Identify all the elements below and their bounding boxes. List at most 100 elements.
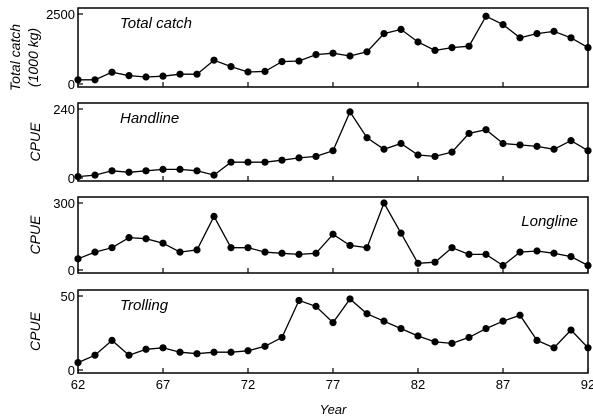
- data-point: [431, 338, 439, 346]
- data-point: [91, 351, 99, 359]
- data-point: [499, 21, 507, 29]
- data-point: [142, 345, 150, 353]
- data-point: [210, 212, 218, 220]
- data-point: [227, 63, 235, 71]
- panel-4: 0 50 CPUE Trolling: [27, 289, 592, 378]
- data-point: [516, 34, 524, 42]
- data-point: [414, 259, 422, 267]
- x-axis: 62 67 72 77 82 87 92: [71, 377, 593, 392]
- y-tick-label: 50: [61, 289, 75, 304]
- data-point: [346, 108, 354, 116]
- data-point: [448, 148, 456, 156]
- data-point: [125, 351, 133, 359]
- data-point: [346, 241, 354, 250]
- data-point: [193, 70, 201, 78]
- data-point: [363, 310, 371, 318]
- data-point: [91, 248, 99, 256]
- data-point: [533, 29, 541, 38]
- data-point: [584, 261, 592, 270]
- x-tick-label: 72: [241, 377, 255, 392]
- data-point: [431, 46, 439, 55]
- data-point: [329, 319, 337, 327]
- data-point: [482, 324, 490, 333]
- data-point: [295, 154, 303, 162]
- y-tick-label: 300: [53, 196, 75, 211]
- data-point: [584, 344, 592, 352]
- data-point: [397, 25, 405, 33]
- data-point: [550, 344, 558, 352]
- x-tick-label: 67: [156, 377, 170, 392]
- data-point: [244, 244, 252, 252]
- data-point: [125, 72, 133, 80]
- data-point: [584, 44, 592, 52]
- data-point: [567, 326, 575, 334]
- y-tick-label: 0: [68, 363, 75, 378]
- data-point: [482, 12, 490, 20]
- data-point: [193, 167, 201, 175]
- data-point: [499, 139, 507, 148]
- data-point: [380, 199, 388, 207]
- data-point: [516, 311, 524, 319]
- data-point: [346, 52, 354, 60]
- panel-3: 0 300 CPUE Longline: [27, 196, 592, 278]
- x-tick-label: 87: [496, 377, 510, 392]
- data-point: [482, 126, 490, 134]
- data-point: [516, 248, 524, 256]
- data-point: [499, 317, 507, 325]
- data-point: [465, 42, 473, 50]
- data-point: [193, 246, 201, 254]
- data-point: [584, 147, 592, 155]
- data-point: [550, 145, 558, 153]
- data-point: [550, 249, 558, 257]
- data-point: [91, 171, 99, 179]
- data-point: [244, 158, 252, 166]
- y-tick-label: 2500: [46, 7, 75, 22]
- data-point: [329, 230, 337, 238]
- data-point: [74, 359, 82, 367]
- data-point: [261, 67, 269, 75]
- data-point: [142, 235, 150, 243]
- x-axis-label: Year: [320, 402, 347, 417]
- data-point: [312, 302, 320, 310]
- data-point: [74, 255, 82, 263]
- data-point: [261, 342, 269, 350]
- data-point: [312, 249, 320, 257]
- data-point: [363, 134, 371, 142]
- data-point: [414, 38, 422, 46]
- data-point: [516, 141, 524, 149]
- y-tick-label: 240: [53, 102, 75, 117]
- data-point: [380, 145, 388, 153]
- data-point: [261, 158, 269, 166]
- x-tick-label: 82: [411, 377, 425, 392]
- data-point: [431, 258, 439, 266]
- data-point: [108, 68, 116, 76]
- y-axis-label: Total catch: [7, 24, 23, 91]
- x-tick-label: 62: [71, 377, 85, 392]
- y-tick-label: 0: [68, 263, 75, 278]
- data-point: [567, 137, 575, 145]
- data-point: [159, 344, 167, 352]
- data-point: [227, 158, 235, 166]
- data-point: [125, 168, 133, 176]
- y-axis-label: CPUE: [27, 311, 43, 351]
- data-point: [278, 333, 286, 342]
- data-point: [176, 165, 184, 173]
- data-point: [550, 27, 558, 35]
- data-point: [533, 247, 541, 255]
- data-point: [176, 248, 184, 256]
- data-point: [159, 165, 167, 173]
- data-point: [142, 73, 150, 81]
- data-point: [346, 295, 354, 303]
- data-point: [363, 244, 371, 252]
- data-point: [533, 336, 541, 344]
- data-point: [278, 58, 286, 66]
- y-axis-label: CPUE: [27, 215, 43, 255]
- data-point: [159, 72, 167, 80]
- panel-2: 0 240 CPUE Handline: [27, 102, 592, 186]
- data-point: [210, 348, 218, 356]
- data-point: [108, 244, 116, 252]
- panel-title: Longline: [521, 213, 578, 230]
